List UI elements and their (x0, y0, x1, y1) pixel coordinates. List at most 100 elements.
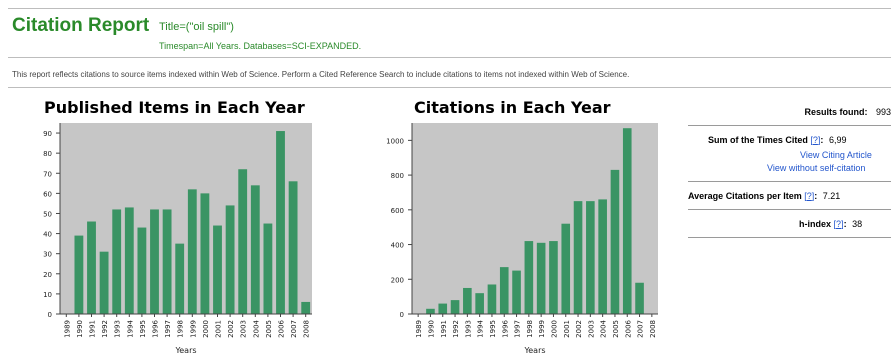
h-index-help-text: ? (836, 219, 842, 229)
x-tick-label: 1995 (489, 320, 497, 338)
bar (200, 193, 210, 314)
bar (426, 308, 435, 314)
bar (263, 223, 273, 314)
bar (487, 284, 497, 314)
published-items-chart: 0 10 20 30 40 50 60 70 80 90 1989 1990 1991 1992 1993 1… (43, 123, 312, 355)
y-tick-label: 0 (400, 311, 404, 319)
x-tick-label: 1989 (63, 320, 71, 338)
x-axis-label: Years (174, 346, 196, 355)
bar (499, 267, 509, 314)
bar (150, 209, 159, 314)
sum-help-link[interactable]: [?] (810, 135, 821, 145)
sum-help-text: ? (812, 135, 818, 145)
bar (238, 169, 248, 314)
stats-divider (688, 125, 891, 126)
x-tick-label: 1996 (152, 319, 160, 337)
x-tick-label: 1994 (477, 319, 485, 337)
bar (137, 227, 147, 314)
bar (438, 303, 448, 314)
bar (276, 131, 285, 314)
bar (586, 201, 595, 314)
bar (99, 251, 109, 314)
y-tick-label: 70 (43, 170, 52, 178)
bar (213, 225, 222, 314)
citations-chart: 0 200 400 600 800 1000 1989 1990 1991 1992 1993 199… (386, 123, 658, 355)
x-tick-label: 1991 (89, 320, 97, 338)
bar (573, 201, 583, 314)
x-axis-label: Years (523, 346, 545, 355)
x-tick-label: 1997 (164, 320, 172, 338)
x-tick-label: 1990 (427, 320, 435, 338)
h-index-help-link[interactable]: [?] (833, 219, 844, 229)
x-tick-label: 1994 (126, 319, 134, 337)
bar (187, 189, 197, 314)
x-tick-label: 2001 (215, 320, 223, 338)
y-tick-label: 800 (391, 172, 404, 180)
results-found-value: 993 (875, 107, 891, 117)
published-chart-title: Published Items in Each Year (44, 98, 305, 117)
bar (598, 199, 607, 314)
sum-times-cited-label: Sum of the Times Cited (708, 135, 808, 145)
y-tick-label: 80 (43, 150, 52, 158)
bar (450, 300, 460, 314)
y-tick-label: 0 (48, 311, 52, 319)
average-help-link[interactable]: [?] (804, 191, 815, 201)
x-tick-label: 2005 (612, 320, 620, 338)
average-help-text: ? (806, 191, 812, 201)
h-index-label: h-index (799, 219, 832, 229)
bar (549, 241, 558, 314)
x-tick-label: 2001 (563, 320, 571, 338)
x-tick-label: 1991 (440, 320, 448, 338)
x-tick-label: 2000 (202, 320, 210, 338)
x-tick-label: 1989 (415, 320, 423, 338)
bar (162, 209, 172, 314)
average-citations-label: Average Citations per Item (688, 191, 802, 201)
x-tick-label: 1990 (76, 320, 84, 338)
h-index-value: 38 (852, 219, 863, 229)
bar (250, 185, 260, 314)
x-tick-label: 1997 (514, 320, 522, 338)
results-found-label: Results found: (804, 107, 868, 117)
stats-divider (688, 209, 891, 210)
y-tick-label: 20 (43, 271, 52, 279)
page-title: Citation Report (12, 15, 150, 36)
average-citations-value: 7.21 (822, 191, 841, 201)
bar (524, 241, 534, 314)
x-tick-label: 1999 (189, 320, 197, 338)
view-citing-articles-link[interactable]: View Citing Article (800, 150, 872, 160)
y-tick-label: 40 (43, 231, 52, 239)
x-tick-label: 1996 (501, 319, 509, 337)
plot-area (412, 123, 658, 314)
x-tick-label: 2008 (303, 320, 311, 338)
bar (225, 205, 235, 314)
x-tick-label: 2004 (600, 319, 608, 337)
y-tick-label: 50 (43, 210, 52, 218)
average-citations-row: Average Citations per Item [?]: 7.21 (688, 191, 841, 201)
x-tick-label: 2006 (624, 319, 632, 337)
bar (288, 181, 298, 314)
x-tick-label: 1993 (114, 320, 122, 338)
plot-area (60, 123, 312, 314)
timespan-info: Timespan=All Years. Databases=SCI-EXPAND… (159, 41, 362, 51)
x-tick-label: 2003 (240, 320, 248, 338)
stats-divider (688, 181, 891, 182)
x-tick-label: 1998 (177, 320, 185, 338)
x-tick-label: 2000 (550, 320, 558, 338)
y-tick-label: 1000 (386, 137, 404, 145)
x-tick-label: 2002 (227, 320, 235, 338)
note-divider (8, 87, 891, 88)
top-divider (8, 8, 891, 9)
x-tick-label: 2005 (265, 320, 273, 338)
y-tick-label: 400 (391, 242, 404, 250)
y-tick-label: 10 (43, 291, 52, 299)
bar (635, 282, 644, 314)
y-tick-label: 600 (391, 207, 404, 215)
x-tick-label: 1998 (526, 320, 534, 338)
bar (622, 128, 632, 314)
view-without-self-citations-link[interactable]: View without self-citation (767, 163, 866, 173)
report-note: This report reflects citations to source… (12, 70, 630, 79)
x-tick-label: 2003 (587, 320, 595, 338)
x-tick-label: 2007 (637, 320, 645, 338)
x-tick-label: 1999 (538, 320, 546, 338)
x-tick-label: 1992 (452, 320, 460, 338)
